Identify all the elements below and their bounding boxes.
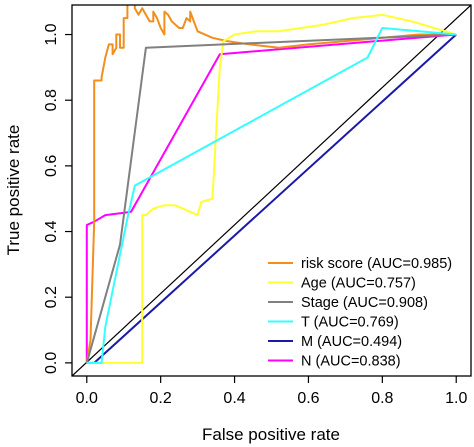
- x-axis: 0.0 0.2 0.4 0.6 0.8 1.0: [76, 376, 467, 407]
- y-tick-label: 0.0: [43, 352, 60, 374]
- y-tick-label: 0.8: [43, 89, 60, 111]
- diagonal-reference-line: [72, 5, 471, 376]
- series-line-3: [86, 27, 457, 364]
- legend-label: M (AUC=0.494): [301, 334, 402, 350]
- legend-label: T (AUC=0.769): [301, 315, 399, 331]
- y-tick-label: 0.2: [43, 286, 60, 308]
- series-line-5: [85, 33, 457, 363]
- series-line-0: [85, 5, 457, 364]
- x-tick-label: 0.0: [76, 390, 98, 407]
- x-tick-label: 0.4: [223, 390, 245, 407]
- series-line-1: [86, 13, 457, 364]
- legend: risk score (AUC=0.985) Age (AUC=0.757) Sta…: [268, 256, 452, 370]
- y-axis-title: True positive rate: [4, 125, 23, 256]
- y-tick-label: 0.4: [43, 220, 60, 242]
- y-tick-label: 0.6: [43, 155, 60, 177]
- legend-label: Stage (AUC=0.908): [301, 295, 428, 311]
- legend-label: risk score (AUC=0.985): [301, 256, 452, 272]
- y-tick-label: 1.0: [43, 23, 60, 45]
- x-tick-label: 1.0: [445, 390, 467, 407]
- x-tick-label: 0.2: [150, 390, 172, 407]
- x-tick-label: 0.8: [371, 390, 393, 407]
- x-axis-title: False positive rate: [202, 425, 340, 444]
- legend-label: N (AUC=0.838): [301, 354, 401, 370]
- plot-area: [72, 5, 471, 376]
- series-line-2: [85, 33, 457, 364]
- x-tick-label: 0.6: [297, 390, 319, 407]
- legend-label: Age (AUC=0.757): [301, 276, 416, 292]
- plot-frame: [71, 4, 472, 377]
- y-axis: 0.0 0.2 0.4 0.6 0.8 1.0: [43, 23, 72, 374]
